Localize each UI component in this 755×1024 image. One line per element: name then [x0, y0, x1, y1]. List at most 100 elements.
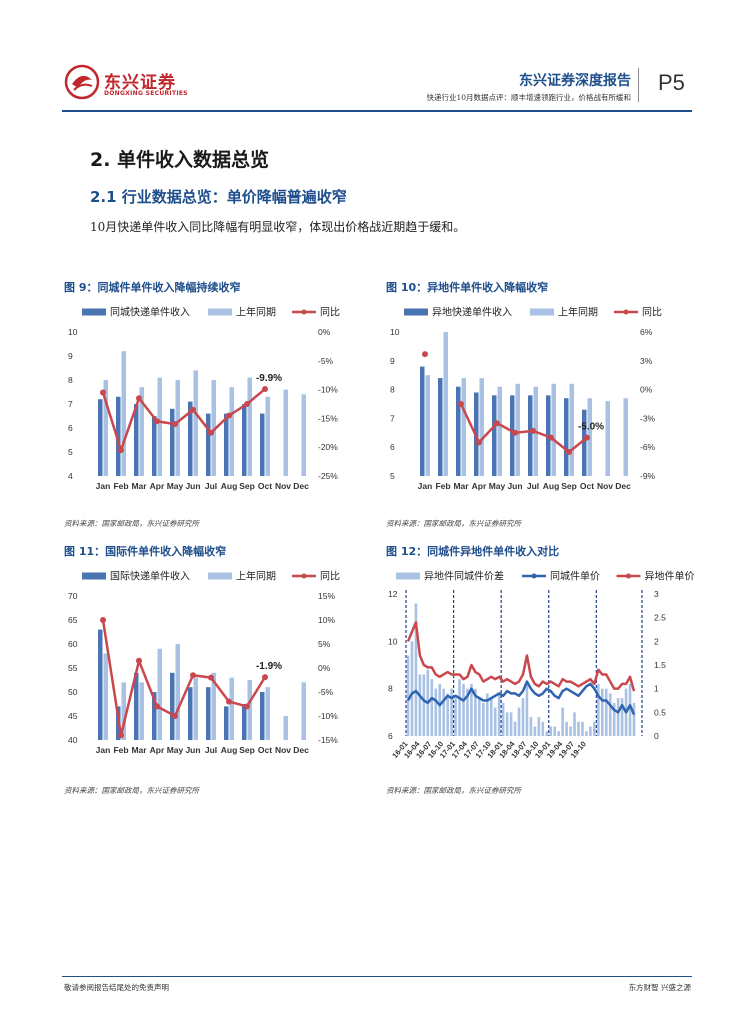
bar-prior-Feb	[443, 332, 448, 476]
yoy-line-segment-0	[101, 619, 267, 737]
yoy-point-Jul	[208, 674, 214, 681]
x-tick-label-Feb: Feb	[435, 481, 450, 491]
gap-bar-51	[608, 693, 612, 736]
bar-prior-Feb	[121, 351, 126, 476]
y-left-tick-label: 6	[390, 442, 395, 452]
legend-label-0: 国际快递单件收入	[110, 570, 190, 583]
y-right-tick-label: -6%	[640, 442, 656, 452]
gap-bar-39	[561, 707, 564, 736]
y-right-tick-label: 0.5	[654, 707, 666, 717]
bar-prior-Apr	[157, 377, 162, 476]
x-tick-label-Jul: Jul	[205, 481, 217, 491]
x-tick-label-May: May	[167, 745, 184, 755]
bar-prior-Sep	[569, 383, 574, 476]
bar-current-Jul	[528, 395, 533, 476]
y-left-tick-label: 10	[390, 327, 400, 337]
yoy-point-Apr	[154, 418, 160, 425]
figure-11-source: 资料来源：国家邮政局，东兴证券研究所	[64, 786, 199, 795]
y-left-tick-label: 12	[388, 589, 398, 599]
legend-swatch-0	[396, 572, 420, 580]
legend-marker-2	[301, 573, 307, 579]
bar-prior-Jan	[103, 653, 108, 740]
page-header: 东兴证券 DONGXING SECURITIES 东兴证券深度报告 快递行业10…	[0, 0, 755, 110]
chart-svg: 国际快递单件收入 上年同期 同比 40 45 50 55 60 65 70 -15% -10% -5% 0…	[68, 570, 340, 756]
y-right-tick-label: -10%	[318, 711, 338, 721]
gap-bar-7	[434, 688, 438, 736]
gap-bar-57	[632, 702, 636, 736]
gap-bar-2	[414, 603, 418, 736]
y-left-tick-label: 8	[68, 375, 73, 385]
y-left-tick-label: 70	[68, 591, 78, 601]
bar-prior-Nov	[283, 389, 288, 476]
y-right-tick-label: -10%	[318, 385, 338, 395]
header-divider	[638, 68, 639, 102]
yoy-point-Jun	[190, 672, 196, 679]
y-right-tick-label: 3	[654, 589, 659, 599]
gap-bar-17	[474, 688, 477, 736]
yoy-point-Apr	[476, 439, 482, 446]
x-tick-label-Jul: Jul	[527, 481, 539, 491]
gap-bar-49	[600, 688, 604, 736]
gap-bar-1	[410, 641, 414, 736]
x-tick-label-Jan: Jan	[96, 745, 111, 755]
bar-prior-Jul	[211, 380, 216, 476]
figure-12-chart: 异地件同城件价差 同城件单价 异地件单价 6 8 10 12 0 0.5 1 1.5 2 2.5 3 16-…	[384, 564, 694, 774]
yoy-annotation: -1.9%	[256, 661, 282, 672]
yoy-point-Jan	[100, 389, 106, 396]
bar-prior-Nov	[283, 716, 288, 740]
x-tick-label-Sep: Sep	[561, 481, 577, 491]
gap-bar-40	[565, 721, 568, 736]
gap-bar-9	[442, 688, 445, 736]
legend-swatch-1	[530, 308, 554, 316]
bar-current-Jan	[98, 629, 103, 740]
yoy-point-Mar	[136, 395, 142, 402]
bar-prior-Jun	[193, 370, 198, 476]
y-right-tick-label: 1.5	[654, 660, 666, 670]
figure-9-chart: 同城快递单件收入 上年同期 同比 4 5 6 7 8 9 10 -25% -20% -15% -10% -5…	[62, 300, 372, 500]
figure-12-source: 资料来源：国家邮政局，东兴证券研究所	[386, 786, 521, 795]
y-right-tick-label: 15%	[318, 591, 335, 601]
figure-10-chart: 异地快递单件收入 上年同期 同比 5 6 7 8 9 10 -9% -6% -3% 0% 3% 6% Jan F…	[384, 300, 694, 500]
legend-label-2: 同比	[320, 571, 340, 583]
gap-bar-8	[438, 683, 442, 736]
y-left-tick-label: 9	[390, 356, 395, 366]
y-left-tick-label: 6	[68, 423, 73, 433]
yoy-point-Sep	[566, 449, 572, 455]
bar-current-Jan	[420, 366, 425, 476]
chart-svg: 异地快递单件收入 上年同期 同比 5 6 7 8 9 10 -9% -6% -3% 0% 3% 6% Jan F…	[390, 306, 662, 492]
legend-label-2: 同比	[320, 307, 340, 319]
bar-current-Mar	[134, 404, 139, 476]
yoy-point-Apr	[154, 703, 160, 710]
y-right-tick-label: -9%	[640, 471, 656, 481]
bar-current-Feb	[438, 378, 443, 476]
yoy-line-segment-1	[459, 403, 588, 454]
gap-bar-45	[585, 731, 588, 736]
gap-bar-44	[581, 721, 584, 736]
bar-prior-Jul	[211, 672, 216, 740]
x-tick-label-Nov: Nov	[275, 745, 291, 755]
bar-prior-Feb	[121, 682, 126, 740]
figure-11-chart: 国际快递单件收入 上年同期 同比 40 45 50 55 60 65 70 -15% -10% -5% 0…	[62, 564, 372, 764]
y-left-tick-label: 55	[68, 663, 78, 673]
bar-current-Apr	[152, 692, 157, 740]
gap-bar-14	[462, 683, 465, 736]
x-tick-label-Jan: Jan	[418, 481, 433, 491]
yoy-point-Jul	[208, 429, 214, 436]
yoy-point-Mar	[458, 401, 464, 407]
yoy-annotation: -5.0%	[578, 422, 604, 433]
legend-marker-2	[626, 573, 631, 579]
gap-bar-19	[482, 702, 485, 736]
legend-swatch-0	[82, 308, 106, 316]
bar-prior-Sep	[247, 377, 252, 476]
gap-bar-13	[458, 679, 461, 736]
y-right-tick-label: 0%	[318, 663, 331, 673]
y-right-tick-label: 0%	[640, 385, 653, 395]
bar-prior-Mar	[461, 378, 466, 476]
legend-label-0: 异地件同城件价差	[424, 570, 504, 583]
x-tick-label-Aug: Aug	[221, 745, 238, 755]
y-left-tick-label: 9	[68, 351, 73, 361]
bar-current-Sep	[564, 398, 569, 476]
x-tick-label-Aug: Aug	[543, 481, 560, 491]
yoy-point-May	[172, 713, 178, 719]
bar-prior-Apr	[479, 378, 484, 476]
